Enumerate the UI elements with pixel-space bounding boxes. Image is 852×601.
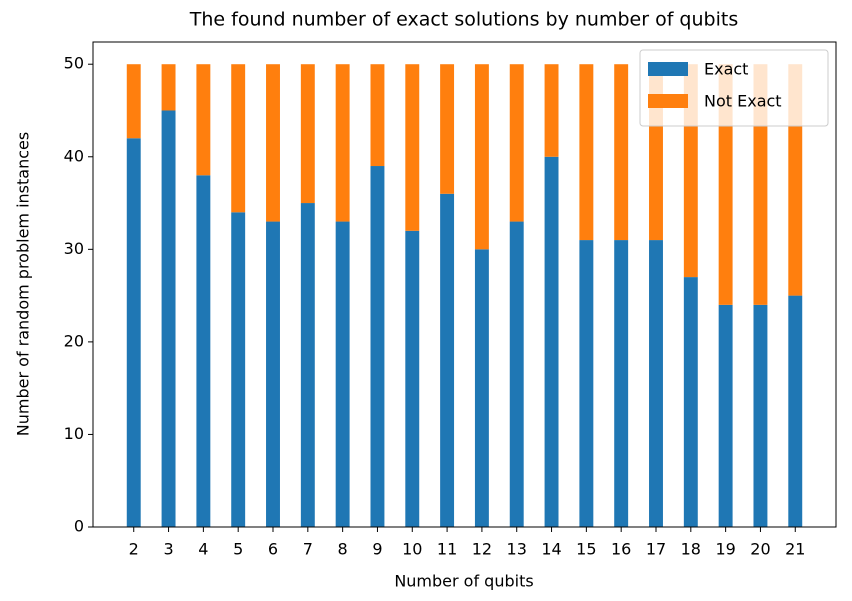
bar-segment bbox=[370, 166, 385, 527]
bar-segment bbox=[509, 221, 524, 527]
x-tick-label: 6 bbox=[268, 540, 278, 559]
x-tick-label: 5 bbox=[233, 540, 243, 559]
bar-segment bbox=[300, 203, 315, 527]
bar-segment bbox=[266, 221, 280, 527]
bar-segment bbox=[474, 249, 489, 527]
bar-segment bbox=[579, 64, 594, 241]
bar-segment bbox=[335, 221, 350, 527]
x-tick-label: 13 bbox=[507, 540, 527, 559]
legend-label: Not Exact bbox=[704, 92, 782, 111]
x-tick-label: 21 bbox=[785, 540, 805, 559]
bar-segment bbox=[683, 277, 698, 527]
y-tick-label: 0 bbox=[74, 517, 84, 536]
y-tick-label: 30 bbox=[64, 239, 84, 258]
x-tick-label: 16 bbox=[611, 540, 631, 559]
bar-segment bbox=[231, 212, 246, 527]
plot-frame bbox=[92, 41, 837, 528]
bar-segment bbox=[300, 64, 315, 204]
bar-segment bbox=[196, 175, 211, 527]
bar-segment bbox=[161, 110, 176, 527]
x-tick-label: 17 bbox=[646, 540, 666, 559]
x-tick-label: 19 bbox=[715, 540, 735, 559]
x-tick-label: 4 bbox=[198, 540, 208, 559]
bar-segment bbox=[405, 64, 420, 231]
x-tick-label: 10 bbox=[402, 540, 422, 559]
bar-segment bbox=[474, 64, 489, 250]
y-axis-label: Number of random problem instances bbox=[14, 132, 33, 436]
bar-segment bbox=[266, 64, 280, 222]
chart-title: The found number of exact solutions by n… bbox=[189, 9, 738, 31]
bar-segment bbox=[718, 304, 733, 527]
x-tick-label: 7 bbox=[303, 540, 313, 559]
bar-segment bbox=[126, 138, 141, 528]
x-tick-label: 11 bbox=[437, 540, 457, 559]
bar-segment bbox=[405, 230, 420, 528]
x-tick-label: 2 bbox=[129, 540, 139, 559]
bar-segment bbox=[509, 64, 524, 222]
bar-segment bbox=[440, 64, 455, 194]
bar-segment bbox=[614, 64, 629, 241]
bar-segment bbox=[544, 64, 559, 157]
bar-segment bbox=[649, 240, 663, 528]
bar-segment bbox=[196, 64, 211, 176]
legend-swatch bbox=[648, 62, 688, 76]
y-tick-label: 20 bbox=[64, 331, 84, 350]
bar-segment bbox=[231, 64, 246, 213]
y-tick-label: 50 bbox=[64, 54, 84, 73]
bar-segment bbox=[440, 193, 455, 528]
bar-segment bbox=[161, 64, 176, 111]
x-tick-label: 15 bbox=[576, 540, 596, 559]
x-axis-label: Number of qubits bbox=[394, 572, 533, 591]
x-tick-label: 14 bbox=[541, 540, 561, 559]
x-tick-label: 8 bbox=[338, 540, 348, 559]
legend-label: Exact bbox=[704, 60, 748, 79]
bar-segment bbox=[788, 295, 803, 527]
bar-segment bbox=[614, 240, 629, 528]
y-tick-label: 10 bbox=[64, 424, 84, 443]
bar-segment bbox=[370, 64, 385, 167]
legend-swatch bbox=[648, 94, 688, 108]
x-tick-label: 9 bbox=[372, 540, 382, 559]
y-tick-label: 40 bbox=[64, 146, 84, 165]
x-tick-label: 12 bbox=[472, 540, 492, 559]
bar-segment bbox=[753, 304, 768, 527]
x-tick-label: 20 bbox=[750, 540, 770, 559]
bar-segment bbox=[335, 64, 350, 222]
bar-segment bbox=[544, 156, 559, 527]
bar-segment bbox=[126, 64, 141, 139]
x-tick-label: 3 bbox=[163, 540, 173, 559]
x-tick-label: 18 bbox=[681, 540, 701, 559]
legend: Exact Not Exact bbox=[639, 49, 829, 127]
bar-segment bbox=[579, 240, 594, 528]
